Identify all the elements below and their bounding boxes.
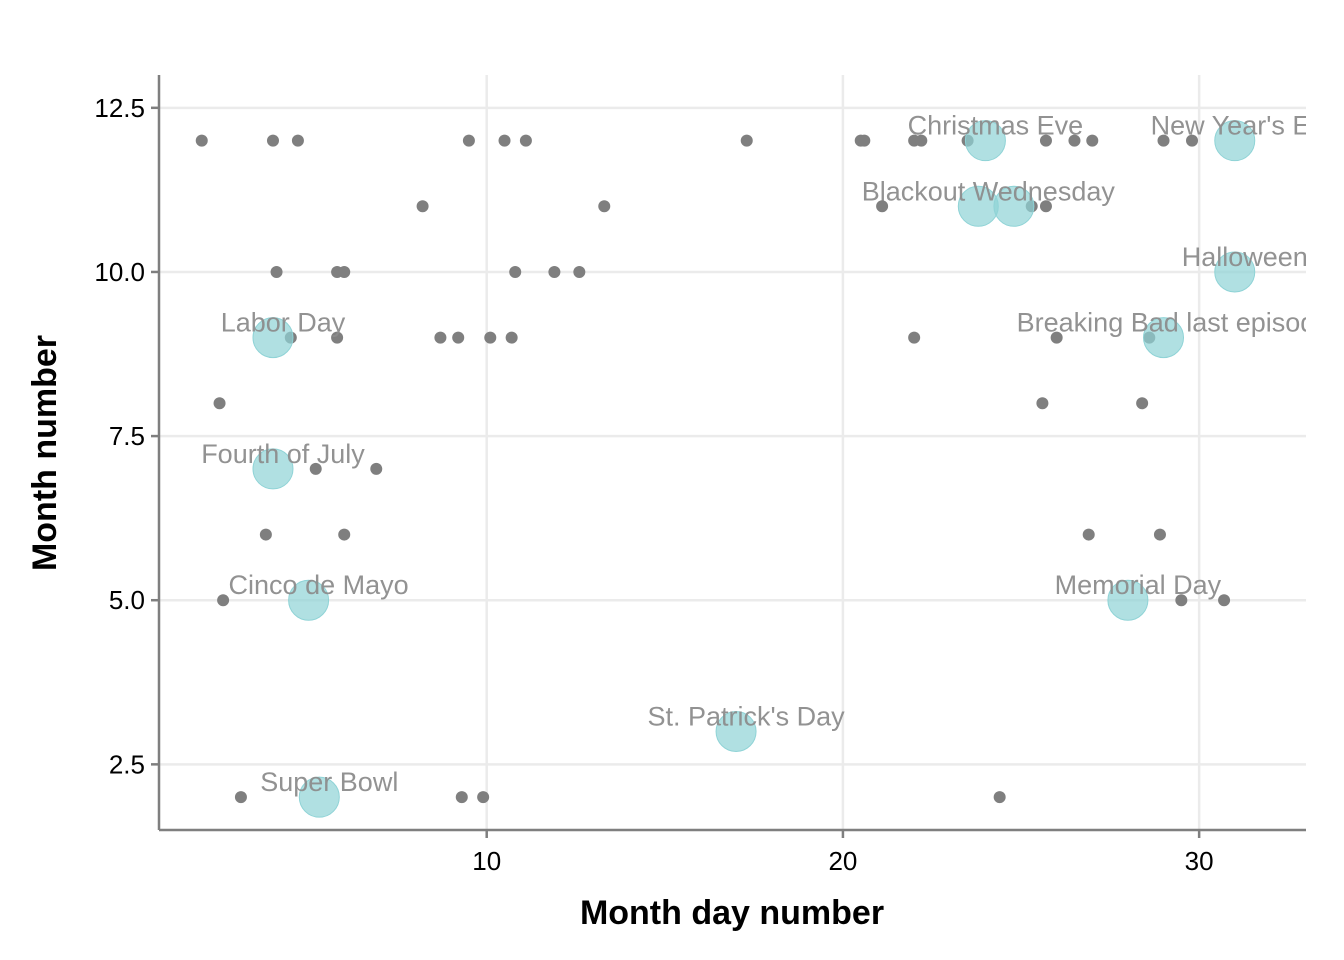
data-point [234,791,247,804]
data-point [1086,134,1099,147]
x-tick-label: 10 [472,846,501,876]
holiday-point [252,317,294,359]
x-axis-title: Month day number [580,894,884,932]
data-point [455,791,468,804]
data-point [462,134,475,147]
data-point [1082,528,1095,541]
holiday-point [715,711,757,753]
axes [157,75,1306,832]
data-point [1218,594,1231,607]
data-point [266,134,279,147]
data-point [270,265,283,278]
data-point [1186,134,1199,147]
holiday-labels: Christmas Eve New Year's Eve Blackout Wedn… [201,111,1339,798]
data-point [195,134,208,147]
data-point [1050,331,1063,344]
data-point [370,462,383,475]
data-point [858,134,871,147]
data-point [505,331,518,344]
data-point [908,331,921,344]
holiday-label: Fourth of July [201,439,365,469]
holiday-point [1214,251,1256,293]
holiday-label: Breaking Bad last episode [1017,308,1331,338]
y-tick-label: 5.0 [109,585,145,615]
holiday-point [298,776,340,818]
holiday-label: Cinco de Mayo [229,570,409,600]
data-point [452,331,465,344]
data-point [1039,200,1052,213]
data-point [519,134,532,147]
data-point [498,134,511,147]
data-point [338,265,351,278]
holiday-point [1214,120,1256,162]
holidays [252,120,1256,818]
holiday-point [252,448,294,490]
y-tick-label: 10.0 [94,257,145,287]
holiday-point [1143,317,1185,359]
holiday-point [288,579,330,621]
data-point [291,134,304,147]
data-point [434,331,447,344]
holiday-point [993,185,1035,227]
data-point [331,331,344,344]
data-point [1157,134,1170,147]
data-point [1153,528,1166,541]
data-point [1136,397,1149,410]
ticks: 10 20 30 2.5 5.0 7.5 10.0 12.5 [94,93,1213,876]
data-point [309,462,322,475]
data-point [338,528,351,541]
holiday-label: Memorial Day [1055,570,1222,600]
data-point [1068,134,1081,147]
data-point [598,200,611,213]
data-point [993,791,1006,804]
data-point [484,331,497,344]
holiday-label: Halloween [1182,242,1308,272]
data-point [1039,134,1052,147]
data-point [915,134,928,147]
data-point [217,594,230,607]
holiday-label: Super Bowl [260,767,398,797]
data-point [1175,594,1188,607]
y-tick-label: 7.5 [109,421,145,451]
y-axis-title: Month number [26,335,64,571]
data-point [740,134,753,147]
holiday-label: Christmas Eve [908,111,1084,141]
holiday-label: St. Patrick's Day [647,702,845,732]
holiday-label: New Year's Eve [1151,111,1339,141]
holiday-point [964,120,1006,162]
data-point [477,791,490,804]
data-point [876,200,889,213]
holiday-point [1107,579,1149,621]
holiday-label: Blackout Wednesday [862,176,1116,206]
data-point [416,200,429,213]
y-tick-label: 2.5 [109,749,145,779]
data-point [1036,397,1049,410]
data-point [509,265,522,278]
data-point [573,265,586,278]
data-point [548,265,561,278]
x-tick-label: 20 [828,846,857,876]
holiday-label: Labor Day [221,308,346,338]
data-point [259,528,272,541]
x-tick-label: 30 [1185,846,1214,876]
y-tick-label: 12.5 [94,93,145,123]
data-point [213,397,226,410]
